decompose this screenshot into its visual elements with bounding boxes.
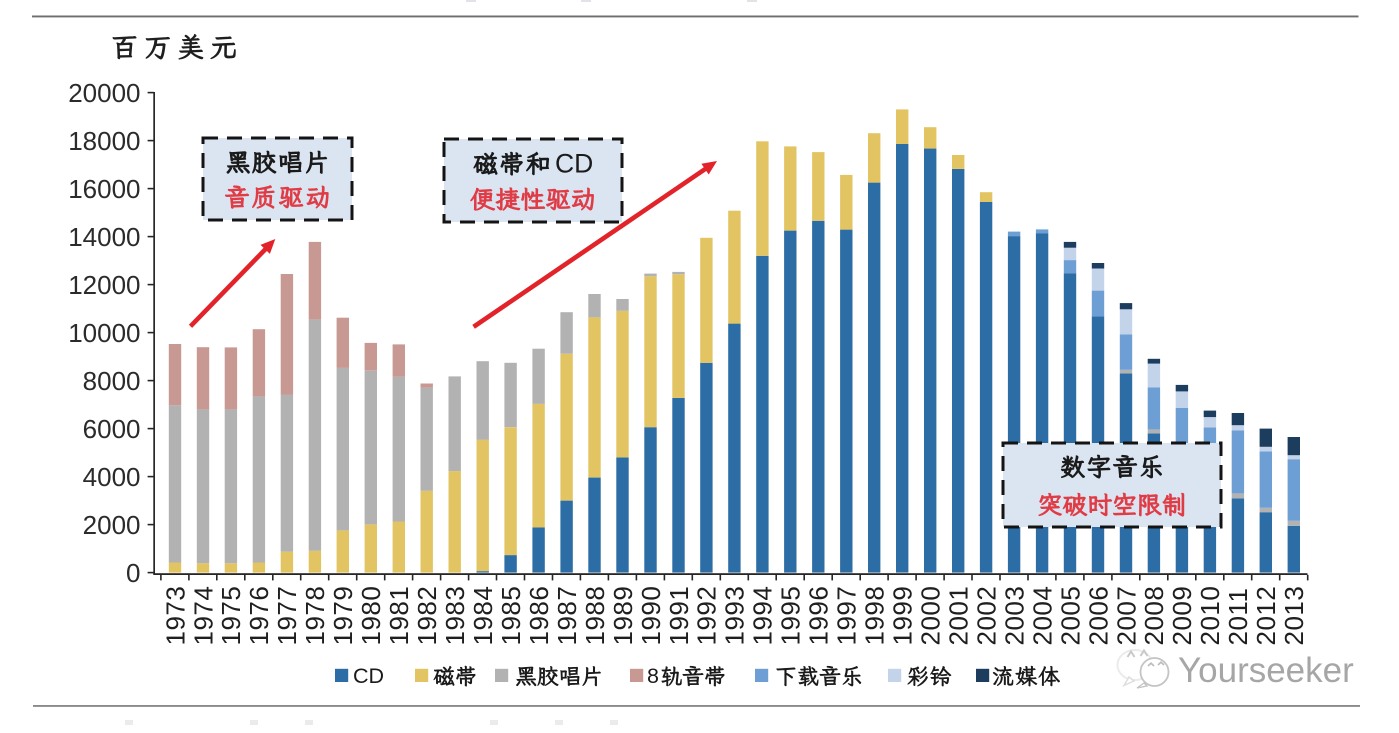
svg-text:1979: 1979: [328, 586, 358, 646]
svg-text:1978: 1978: [300, 586, 330, 646]
svg-text:1990: 1990: [636, 586, 666, 646]
svg-text:1980: 1980: [356, 586, 386, 646]
svg-text:CD: CD: [353, 664, 384, 688]
svg-text:6000: 6000: [83, 414, 141, 444]
svg-text:2003: 2003: [999, 586, 1029, 646]
svg-text:1999: 1999: [888, 586, 918, 646]
svg-text:CD: CD: [555, 149, 593, 179]
svg-text:10000: 10000: [68, 318, 140, 348]
svg-text:2012: 2012: [1251, 586, 1281, 646]
svg-text:2007: 2007: [1111, 586, 1141, 646]
svg-text:2001: 2001: [944, 586, 974, 646]
svg-text:Yourseeker: Yourseeker: [1178, 651, 1354, 690]
svg-text:1973: 1973: [160, 586, 190, 646]
svg-text:20000: 20000: [68, 78, 140, 108]
svg-text:1997: 1997: [832, 586, 862, 646]
svg-text:2009: 2009: [1167, 586, 1197, 646]
svg-text:1977: 1977: [272, 586, 302, 646]
svg-text:1984: 1984: [468, 586, 498, 646]
svg-text:1994: 1994: [748, 586, 778, 646]
svg-text:2000: 2000: [83, 510, 141, 540]
svg-text:1991: 1991: [664, 586, 694, 646]
svg-text:1986: 1986: [524, 586, 554, 646]
svg-text:1987: 1987: [552, 586, 582, 646]
svg-text:1981: 1981: [384, 586, 414, 646]
svg-text:1983: 1983: [440, 586, 470, 646]
svg-text:2008: 2008: [1139, 586, 1169, 646]
svg-text:14000: 14000: [68, 222, 140, 252]
svg-text:2004: 2004: [1027, 586, 1057, 646]
svg-text:1982: 1982: [412, 586, 442, 646]
svg-text:16000: 16000: [68, 174, 140, 204]
svg-text:1995: 1995: [776, 586, 806, 646]
svg-text:12000: 12000: [68, 270, 140, 300]
svg-text:2013: 2013: [1279, 586, 1309, 646]
svg-text:1985: 1985: [496, 586, 526, 646]
svg-text:1996: 1996: [804, 586, 834, 646]
svg-text:8: 8: [647, 664, 659, 688]
svg-text:1989: 1989: [608, 586, 638, 646]
svg-text:1988: 1988: [580, 586, 610, 646]
svg-text:2010: 2010: [1195, 586, 1225, 646]
svg-text:18000: 18000: [68, 126, 140, 156]
svg-text:1998: 1998: [860, 586, 890, 646]
svg-text:2006: 2006: [1083, 586, 1113, 646]
svg-text:2011: 2011: [1223, 588, 1253, 646]
svg-text:8000: 8000: [83, 366, 141, 396]
svg-text:1993: 1993: [720, 586, 750, 646]
svg-text:2002: 2002: [971, 586, 1001, 646]
svg-text:2005: 2005: [1055, 586, 1085, 646]
svg-text:4000: 4000: [83, 462, 141, 492]
svg-text:1974: 1974: [188, 586, 218, 646]
svg-text:1975: 1975: [216, 586, 246, 646]
svg-text:1992: 1992: [692, 586, 722, 646]
svg-text:0: 0: [126, 558, 140, 588]
svg-text:2000: 2000: [916, 586, 946, 646]
svg-text:1976: 1976: [244, 586, 274, 646]
